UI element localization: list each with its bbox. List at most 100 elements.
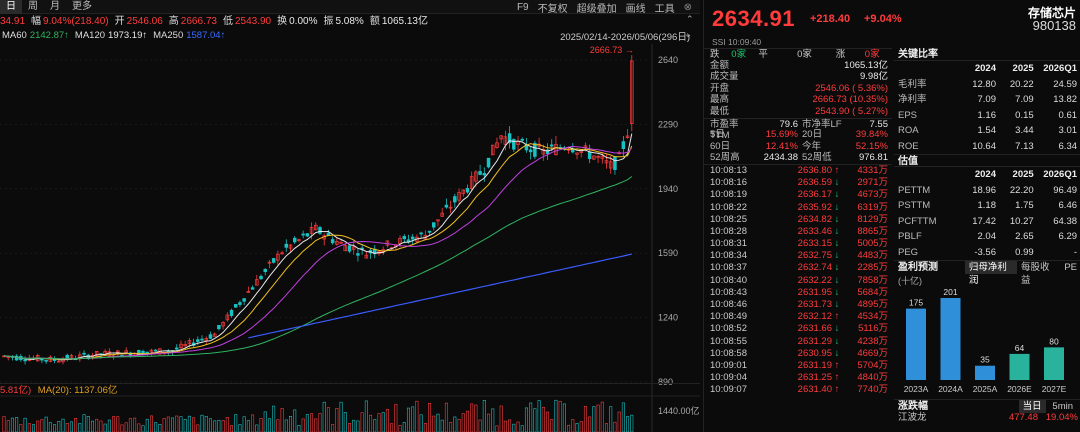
table-row: PETTM 18.96 22.20 96.49 (894, 183, 1080, 199)
tab-day[interactable]: 日 (0, 0, 22, 14)
tick-price: 2631.19 (797, 359, 832, 371)
forecast-value-label: 201 (943, 287, 957, 297)
forecast-tab-net-profit[interactable]: 归母净利润 (964, 261, 1017, 286)
volume-bar (171, 417, 175, 432)
volume-bar (381, 412, 385, 432)
arrow-down-icon: ↓ (834, 274, 840, 286)
forecast-tab-eps[interactable]: 每股收益 (1021, 262, 1050, 286)
volume-bar (6, 420, 10, 432)
mover-name: 江波龙 (898, 412, 927, 423)
breadth-row: 跌 0家 平 0家 涨 0家 (704, 48, 892, 60)
candle-body (453, 196, 457, 203)
candle-body (507, 133, 512, 144)
forecast-bar[interactable] (1009, 353, 1030, 380)
stat-value: 52.15% (855, 140, 888, 152)
candle-body (457, 192, 461, 201)
candle-body (427, 230, 432, 233)
candle-body (410, 236, 415, 240)
candle-body (217, 325, 221, 330)
summary-value: 9.98亿 (860, 71, 888, 83)
ma-line (3, 143, 633, 360)
stat-row: 52周高 2434.38 52周低 976.81 (704, 152, 892, 164)
volume-bar (301, 418, 305, 432)
toolbar-overlay[interactable]: 超级叠加 (576, 3, 617, 15)
movers-tab-5min[interactable]: 5min (1052, 401, 1073, 412)
candle-body (301, 233, 305, 236)
vol-ma-label: MA(20): (37, 385, 72, 396)
tick-price: 2631.95 (797, 286, 832, 298)
ma-item: MA120 1973.19↑ (75, 29, 147, 43)
tick-list[interactable]: 10:08:13 2636.80 ↑ 4331万 10:08:16 2636.59 ↓ 297… (704, 163, 892, 397)
cell-value: - (1073, 246, 1078, 258)
forecast-bar[interactable] (975, 365, 995, 380)
summary-label: 成交量 (710, 71, 739, 83)
candle-body (259, 275, 263, 280)
volume-bar (251, 414, 255, 432)
tick-row: 10:08:43 2631.95 ↓ 5684万 (704, 287, 892, 299)
summary-label: 金额 (710, 59, 730, 71)
info-item: 高 2666.73 (169, 15, 217, 29)
kline-chart[interactable]: 2640 2290 1940 1590 1240 890 2666.73 → 1440.00亿 (0, 44, 700, 432)
stat-label: 60日 (710, 140, 731, 152)
candle-body (461, 189, 466, 194)
stat-label: 今年 (802, 140, 822, 152)
tick-volume: 8129万 (857, 213, 888, 225)
settings-icon[interactable]: ⌄ (684, 29, 693, 40)
volume-bar (305, 414, 309, 432)
forecast-unit: (十亿) (898, 276, 922, 286)
forecast-bar[interactable] (940, 298, 961, 380)
mover-row[interactable]: 江波龙 477.48 19.04% (894, 412, 1080, 424)
cell-value: 6.29 (1058, 231, 1078, 242)
ma-line (3, 176, 633, 360)
tick-volume: 4331万 (857, 164, 888, 176)
forecast-bar[interactable] (906, 308, 926, 380)
candle-body (545, 149, 550, 154)
candle-body (541, 148, 546, 155)
tab-month[interactable]: 月 (50, 0, 60, 12)
price-change: +218.40 (810, 13, 851, 25)
arrow-down-icon: ↓ (834, 250, 840, 262)
valuation-title: 估值 (894, 154, 1080, 167)
toolbar-no-adjust[interactable]: 不复权 (537, 3, 568, 15)
volume-bar (554, 399, 558, 432)
year-header: 2025 (1012, 63, 1034, 74)
forecast-bar[interactable] (1044, 347, 1064, 380)
close-icon[interactable]: ⊗ (683, 1, 692, 13)
movers-tab-day[interactable]: 当日 (1018, 400, 1046, 413)
up-label: 涨 (835, 49, 846, 60)
tab-more[interactable]: 更多 (72, 0, 92, 12)
toolbar-draw-line[interactable]: 画线 (625, 3, 646, 15)
volume-bar (562, 403, 566, 432)
forecast-tab-pe[interactable]: PE (1064, 262, 1077, 273)
down-label: 跌 (710, 49, 720, 60)
volume-bar (141, 425, 145, 432)
candle-body (440, 212, 444, 217)
toolbar-f9[interactable]: F9 (516, 1, 529, 13)
stat-row: 60日 12.41% 今年 52.15% (704, 141, 892, 153)
summary-row: 金额 1065.13亿 (704, 60, 892, 72)
volume-bar (187, 415, 191, 432)
candle-body (288, 244, 293, 249)
candle-body (23, 359, 27, 362)
y-tick-label: 2290 (658, 119, 678, 129)
candle-body (339, 241, 343, 244)
tick-row: 10:08:13 2636.80 ↑ 4331万 (704, 165, 892, 177)
candle-body (575, 152, 579, 155)
volume-bar (276, 419, 280, 432)
candle-body (200, 338, 204, 341)
volume-bar (230, 425, 234, 432)
year-header: 2026Q1 (1043, 63, 1078, 74)
row-label: PCFTTM (898, 215, 937, 227)
chevron-up-icon[interactable]: ⌃ (686, 14, 694, 24)
row-label: 毛利率 (898, 78, 927, 90)
volume-bar (436, 413, 440, 432)
forecast-title: 盈利预测 (898, 261, 938, 273)
candle-body (474, 171, 478, 182)
tab-week[interactable]: 周 (28, 0, 38, 12)
candle-body (335, 240, 339, 245)
toolbar-tools[interactable]: 工具 (654, 3, 675, 15)
cell-value: 64.38 (1053, 215, 1078, 227)
candle-body (116, 350, 120, 353)
tick-time: 10:08:37 (710, 262, 747, 274)
tick-volume: 4534万 (857, 311, 888, 323)
